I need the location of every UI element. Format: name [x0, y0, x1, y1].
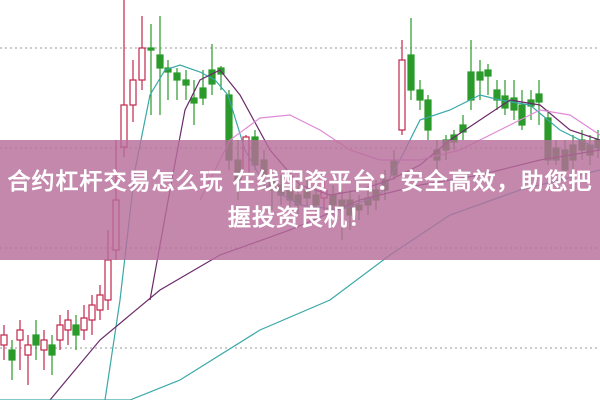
candle-down [467, 71, 475, 101]
article-title: 合约杠杆交易怎么玩 在线配资平台：安全高效，助您把握投资良机！ [7, 169, 593, 231]
candle-up [64, 319, 72, 331]
candle-down [407, 54, 415, 91]
candle-up [88, 304, 96, 321]
title-banner: 合约杠杆交易怎么玩 在线配资平台：安全高效，助您把握投资良机！ [0, 140, 600, 260]
candle-up [16, 329, 24, 341]
candle-up [40, 339, 48, 351]
candle-up [24, 344, 32, 356]
candle-up [96, 294, 104, 311]
candle-up [104, 259, 112, 301]
candle-up [80, 317, 88, 331]
candle-down [535, 93, 543, 103]
candle-down [199, 87, 207, 99]
candle-up [0, 334, 8, 346]
candle-down [518, 104, 526, 126]
candle-down [32, 334, 40, 346]
candle-down [147, 47, 155, 51]
candle-up [138, 47, 146, 81]
candle-down [190, 97, 198, 104]
candle-up [398, 59, 406, 131]
candle-down [510, 97, 518, 111]
candle-down [424, 99, 432, 131]
candle-down [173, 72, 181, 81]
candle-down [476, 71, 484, 81]
candle-down [48, 344, 56, 356]
candle-down [8, 349, 16, 361]
candle-down [493, 89, 501, 101]
candle-up [129, 79, 137, 106]
candle-down [156, 54, 164, 69]
candle-down [484, 69, 492, 77]
candle-up [56, 324, 64, 341]
candle-down [182, 79, 190, 86]
candle-down [416, 89, 424, 101]
candle-down [72, 324, 80, 336]
